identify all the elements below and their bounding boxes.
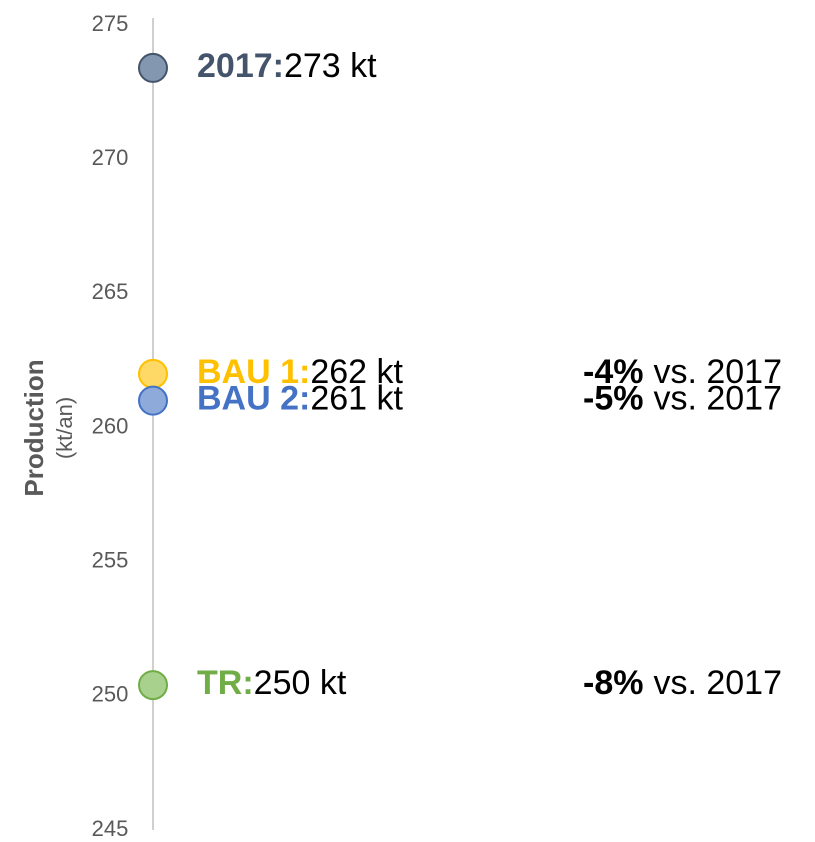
point	[138, 52, 168, 83]
value-label: 262 kt	[310, 353, 403, 391]
change-label: -5% vs. 2017	[583, 380, 782, 418]
point-label: TR:250 kt	[197, 664, 347, 702]
point	[138, 358, 168, 389]
y-tick-label: 245	[92, 816, 129, 841]
change-label: -8% vs. 2017	[583, 664, 782, 702]
y-tick-label: 255	[92, 547, 129, 572]
point	[138, 670, 168, 701]
point-label: BAU 2:261 kt	[197, 380, 404, 418]
series-name: BAU 1:	[197, 353, 310, 391]
change-note: vs. 2017	[653, 664, 782, 702]
series-name: TR:	[197, 664, 254, 702]
point-label: 2017:273 kt	[197, 47, 377, 85]
y-axis-unit: (kt/an)	[52, 397, 77, 459]
y-axis-title: Production	[19, 359, 49, 496]
series-name: BAU 2:	[197, 380, 310, 418]
change-label: -4% vs. 2017	[583, 353, 782, 391]
change: -4%	[583, 353, 643, 391]
value-label: 250 kt	[254, 664, 347, 702]
series-name: 2017:	[197, 47, 284, 85]
y-tick-label: 260	[92, 413, 129, 438]
y-axis-label: Production	[19, 359, 49, 496]
y-tick-label: 265	[92, 279, 129, 304]
change: -5%	[583, 380, 643, 418]
point	[138, 385, 168, 416]
y-tick-label: 270	[92, 145, 129, 170]
value-label: 273 kt	[284, 47, 377, 85]
y-tick-label: 250	[92, 682, 129, 707]
y-tick-label: 275	[92, 11, 129, 36]
value-label: 261 kt	[310, 380, 403, 418]
point-label: BAU 1:262 kt	[197, 353, 404, 391]
change: -8%	[583, 664, 643, 702]
change-note: vs. 2017	[653, 353, 782, 391]
change-note: vs. 2017	[653, 380, 782, 418]
